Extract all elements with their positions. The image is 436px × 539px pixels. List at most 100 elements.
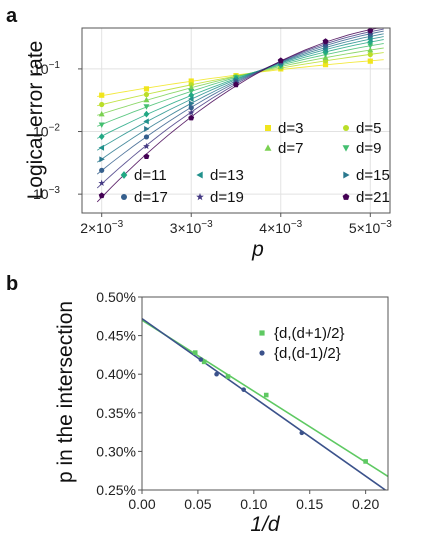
y-tick-label: 0.45%: [96, 328, 136, 344]
legend-label-d=3: d=3: [278, 120, 303, 137]
point-d=21: [98, 192, 105, 199]
point-d=9: [188, 88, 195, 95]
panel-b-label: b: [6, 273, 18, 295]
legend-marker-d=7: [264, 144, 272, 151]
legend-marker-d=15: [343, 171, 350, 179]
chart-b-points: [192, 350, 368, 464]
point-d=5: [99, 101, 105, 108]
fit-curve-d=19: [96, 28, 384, 189]
x-tick-label: 3×10−3: [170, 219, 213, 236]
legend-label-d=11: d=11: [134, 167, 167, 184]
chart-a-ylabel: Logical error rate: [24, 41, 47, 200]
chart-b-legend: {d,(d+1)/2} {d,(d-1)/2}: [259, 325, 344, 362]
point-d=21: [322, 38, 329, 44]
point-d=19: [98, 179, 106, 186]
fit-curve-d=13: [96, 36, 384, 151]
chart-a-grid: [82, 28, 390, 213]
legend-marker-d=21: [342, 193, 350, 200]
chart-a-legend: d=3 d=5 d=7 d=9 d=11 d=13 d=15 d=17 d=19 d=21: [120, 120, 390, 206]
x-tick-label: 5×10−3: [349, 219, 392, 236]
chart-a-xlabel: p: [251, 238, 264, 261]
fit-curve-d=9: [97, 43, 384, 127]
x-tick-label: 0.00: [128, 496, 155, 512]
legend-label-d=7: d=7: [278, 140, 303, 157]
y-tick-label: 0.30%: [96, 443, 136, 459]
legend-marker-d=9: [342, 145, 350, 152]
point-{d,(d+1)/2}: [263, 392, 269, 398]
point-d=13: [143, 118, 149, 125]
chart-b: 0.00 0.05 0.10 0.15 0.20 0.25% 0.30% 0.35% 0.40…: [54, 289, 389, 536]
fit-curve-d=15: [96, 33, 384, 163]
point-d=21: [233, 81, 239, 88]
point-d=3: [322, 62, 329, 68]
legend-label-d=9: d=9: [356, 140, 381, 157]
point-{d,(d-1)/2}: [299, 430, 305, 436]
legend-label-d=15: d=15: [356, 167, 390, 184]
legend-marker-d=3: [265, 125, 271, 131]
point-d=7: [143, 96, 150, 103]
point-d=15: [188, 100, 195, 107]
fit-line-{d,(d-1)/2}: [141, 317, 386, 491]
legend-label-d=13: d=13: [210, 167, 244, 184]
panel-a-label: a: [6, 5, 18, 27]
legend-label-d=19: d=19: [210, 189, 244, 206]
point-d=5: [367, 51, 373, 58]
point-d=21: [188, 114, 195, 121]
chart-a-frame: [81, 27, 391, 214]
point-d=9: [98, 122, 105, 128]
y-tick-label: 10−1: [33, 60, 60, 77]
point-d=21: [277, 57, 284, 64]
point-d=15: [99, 156, 105, 163]
y-tick-label: 10−3: [33, 185, 60, 202]
point-d=13: [98, 144, 105, 151]
chart-b-ylabel: p in the intersection: [54, 301, 77, 483]
chart-b-y-ticks: 0.25% 0.30% 0.35% 0.40% 0.45% 0.50%: [96, 289, 142, 498]
y-tick-label: 0.50%: [96, 289, 136, 305]
point-d=5: [143, 91, 150, 98]
point-d=19: [143, 142, 150, 150]
point-d=9: [367, 43, 374, 49]
legend-marker-d=11: [120, 171, 128, 179]
legend-label-{d,(d-1)/2}: {d,(d-1)/2}: [274, 345, 341, 362]
point-d=17: [99, 167, 105, 173]
point-d=19: [187, 109, 195, 116]
fit-line-{d,(d+1)/2}: [141, 319, 389, 478]
point-d=3: [367, 58, 373, 64]
point-{d,(d+1)/2}: [201, 359, 207, 365]
point-d=13: [188, 96, 194, 103]
chart-b-fit-lines: [141, 317, 389, 491]
y-tick-label: 0.35%: [96, 405, 136, 421]
x-tick-label: 0.10: [240, 496, 267, 512]
y-tick-label: 0.40%: [96, 366, 136, 382]
point-d=7: [367, 46, 374, 53]
legend-marker-d=19: [196, 192, 204, 201]
legend-label-d=5: d=5: [356, 120, 381, 137]
y-tick-label: 10−2: [33, 123, 60, 140]
point-d=17: [188, 105, 194, 111]
chart-a-y-ticks: 10−3 10−2 10−1: [33, 60, 82, 202]
chart-a-x-ticks: 2×10−3 3×10−3 4×10−3 5×10−3: [80, 213, 392, 236]
point-{d,(d-1)/2}: [214, 371, 219, 377]
point-d=7: [98, 110, 105, 117]
point-d=17: [143, 134, 150, 140]
point-d=3: [143, 86, 150, 92]
legend-label-{d,(d+1)/2}: {d,(d+1)/2}: [274, 325, 344, 342]
point-d=3: [188, 78, 194, 84]
point-{d,(d-1)/2}: [198, 357, 204, 362]
point-{d,(d+1)/2}: [363, 459, 368, 464]
chart-b-frame: [141, 296, 389, 491]
point-d=9: [143, 104, 150, 110]
point-{d,(d+1)/2}: [192, 350, 198, 355]
chart-a-points: [98, 27, 374, 199]
point-d=21: [143, 153, 150, 159]
x-tick-label: 0.05: [184, 496, 211, 512]
point-d=11: [98, 133, 105, 140]
point-{d,(d+1)/2}: [225, 374, 231, 379]
chart-a: 2×10−3 3×10−3 4×10−3 5×10−3 10−3 10−2 10−1 Lo…: [24, 27, 392, 261]
x-tick-label: 4×10−3: [259, 219, 302, 236]
point-{d,(d-1)/2}: [241, 387, 246, 392]
legend-marker-d=13: [196, 171, 203, 179]
legend-marker-{d,(d+1)/2}: [259, 330, 265, 336]
point-d=21: [367, 27, 374, 34]
